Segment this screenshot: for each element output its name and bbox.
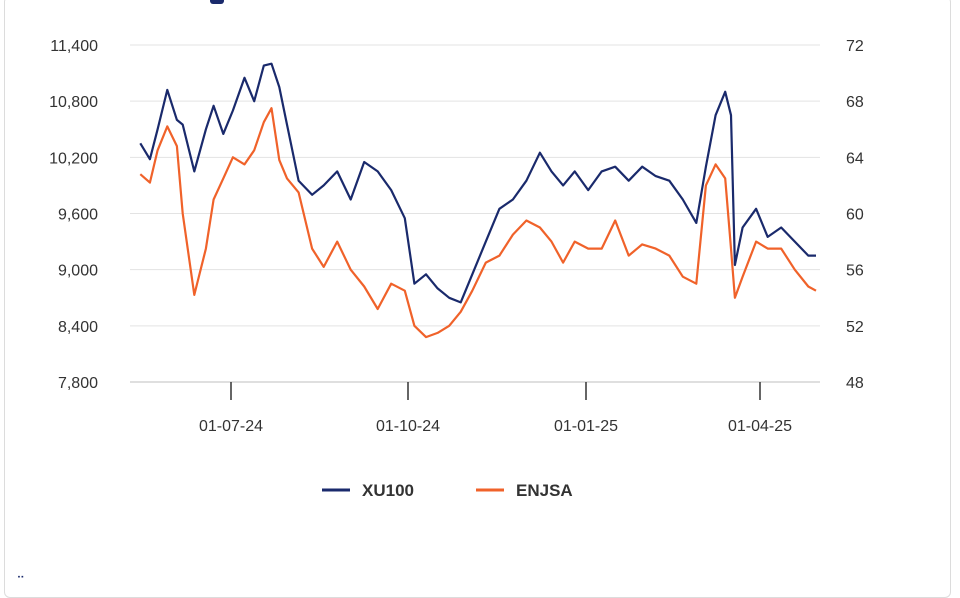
right-tick-label: 60	[846, 207, 864, 224]
caption-remnant-mark: ¨	[18, 574, 24, 591]
left-tick-label: 10,200	[49, 150, 98, 167]
x-tick-label: 01-04-25	[728, 418, 792, 435]
right-axis-ticks: 72 68 64 60 56 52 48	[846, 38, 864, 392]
left-tick-label: 9,600	[58, 207, 98, 224]
left-tick-label: 9,000	[58, 263, 98, 280]
series-line-xu100	[139, 62, 816, 304]
line-chart: 11,400 10,800 10,200 9,600 9,000 8,400 7,800 7…	[49, 38, 864, 500]
legend: XU100 ENJSA	[322, 481, 573, 500]
left-tick-label: 10,800	[49, 94, 98, 111]
right-tick-label: 68	[846, 94, 864, 111]
x-tick-label: 01-10-24	[376, 418, 440, 435]
right-tick-label: 52	[846, 319, 864, 336]
chart-card	[4, 0, 951, 598]
right-tick-label: 48	[846, 375, 864, 392]
right-tick-label: 72	[846, 38, 864, 55]
legend-label-enjsa: ENJSA	[516, 481, 573, 500]
series-line-enjsa	[139, 107, 817, 339]
x-axis: 01-07-24 01-10-24 01-01-25 01-04-25	[130, 381, 820, 435]
right-tick-label: 64	[846, 150, 864, 167]
gridlines	[130, 44, 820, 383]
left-tick-label: 8,400	[58, 319, 98, 336]
left-tick-label: 7,800	[58, 375, 98, 392]
left-axis-ticks: 11,400 10,800 10,200 9,600 9,000 8,400 7,800	[49, 38, 98, 392]
x-tick-label: 01-01-25	[554, 418, 618, 435]
left-tick-label: 11,400	[50, 38, 98, 55]
series-lines	[139, 62, 817, 339]
right-tick-label: 56	[846, 263, 864, 280]
legend-label-xu100: XU100	[362, 481, 414, 500]
title-remnant-mark	[210, 0, 224, 4]
x-tick-label: 01-07-24	[199, 418, 263, 435]
